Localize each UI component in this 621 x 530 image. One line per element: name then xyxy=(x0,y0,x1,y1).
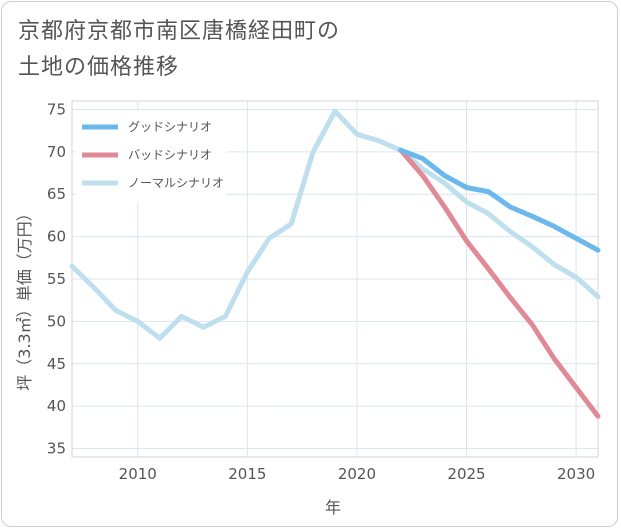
series-line-0 xyxy=(398,147,601,253)
x-tick-label: 2015 xyxy=(228,465,266,483)
x-tick-label: 2010 xyxy=(119,465,157,483)
chart-title: 京都府京都市南区唐橋経田町の 土地の価格推移 xyxy=(18,14,340,86)
x-tick-label: 2025 xyxy=(447,465,485,483)
y-tick-label: 45 xyxy=(47,355,66,373)
legend-label-1: バッドシナリオ xyxy=(128,148,212,162)
y-tick-label: 75 xyxy=(47,100,66,118)
y-tick-label: 50 xyxy=(47,312,66,330)
title-line-1: 京都府京都市南区唐橋経田町の xyxy=(18,19,341,44)
x-axis-title: 年 xyxy=(325,498,341,517)
legend-label-2: ノーマルシナリオ xyxy=(128,176,224,190)
y-tick-label: 60 xyxy=(47,228,66,246)
series-line-2 xyxy=(69,108,601,341)
y-tick-label: 65 xyxy=(47,185,66,203)
title-line-2: 土地の価格推移 xyxy=(18,55,180,80)
y-tick-label: 70 xyxy=(47,143,66,161)
y-tick-label: 40 xyxy=(47,397,66,415)
x-tick-label: 2020 xyxy=(338,465,376,483)
series-group xyxy=(69,108,601,419)
x-tick-label: 2030 xyxy=(557,465,595,483)
y-tick-label: 35 xyxy=(47,440,66,458)
series-line-1 xyxy=(398,147,601,419)
grid-lines xyxy=(72,101,598,457)
y-axis-title: 坪（3.3㎡）単価（万円） xyxy=(15,205,34,390)
tick-labels: 2010 2015 2020 2025 2030 35 40 45 50 55 60 65 70 75 xyxy=(47,100,595,483)
y-tick-label: 55 xyxy=(47,270,66,288)
legend-label-0: グッドシナリオ xyxy=(128,120,212,134)
plot-frame xyxy=(71,100,599,458)
